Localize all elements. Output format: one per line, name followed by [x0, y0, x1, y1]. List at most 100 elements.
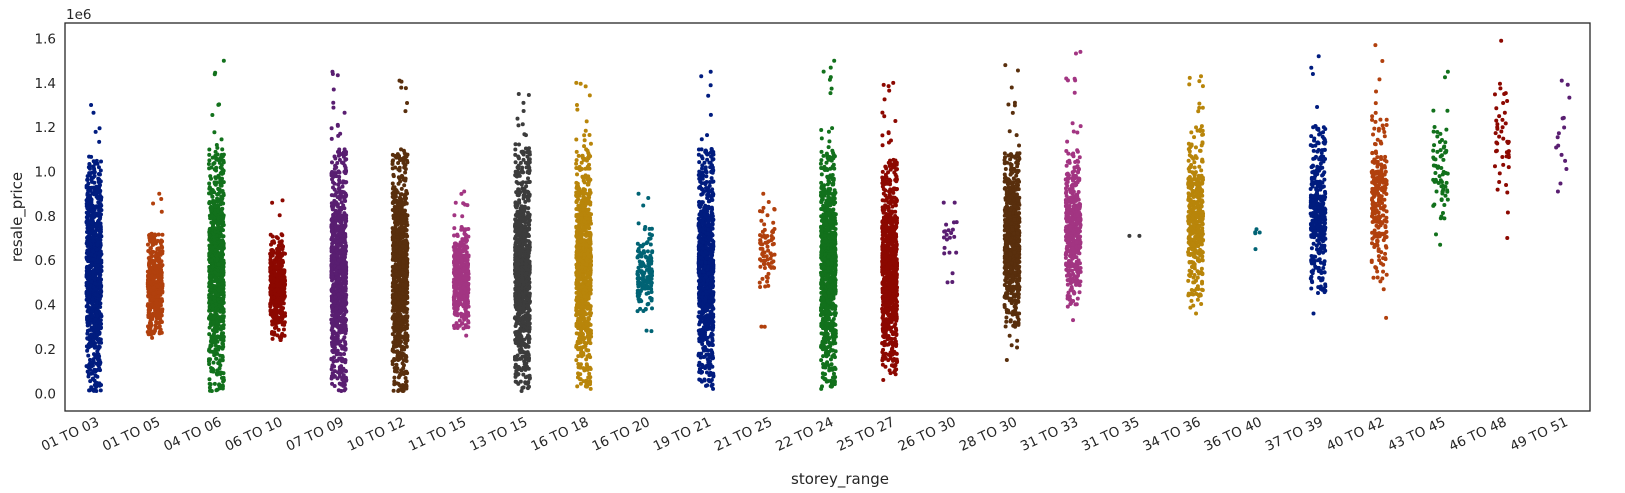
data-point	[146, 314, 151, 319]
data-point	[150, 317, 155, 322]
data-point	[399, 186, 404, 191]
data-point	[459, 258, 464, 263]
data-point	[88, 357, 93, 362]
data-point	[334, 306, 339, 311]
data-point	[332, 181, 337, 186]
data-point	[147, 294, 152, 299]
data-point	[342, 233, 347, 238]
data-point	[280, 278, 285, 283]
data-point	[330, 323, 335, 328]
data-point	[268, 290, 273, 295]
data-point	[452, 213, 457, 218]
data-point	[95, 313, 100, 318]
data-point	[219, 297, 224, 302]
data-point	[95, 242, 100, 247]
data-point	[393, 153, 398, 158]
data-point	[217, 366, 222, 371]
data-point	[457, 323, 462, 328]
data-point	[340, 184, 345, 189]
data-point	[344, 180, 349, 185]
data-point	[399, 85, 404, 90]
data-point	[221, 234, 226, 239]
data-point	[399, 347, 404, 352]
data-point	[462, 302, 467, 307]
data-point	[463, 323, 468, 328]
data-point	[85, 191, 90, 196]
data-point	[274, 325, 279, 330]
data-point	[93, 230, 98, 235]
data-point	[93, 287, 98, 292]
data-point	[221, 371, 226, 376]
series-06-to-10	[268, 198, 288, 343]
data-point	[220, 273, 225, 278]
data-point	[91, 359, 96, 364]
data-point	[343, 265, 348, 270]
data-point	[404, 379, 409, 384]
data-point	[330, 275, 335, 280]
data-point	[98, 243, 103, 248]
data-point	[396, 301, 401, 306]
data-point	[216, 186, 221, 191]
data-point	[329, 160, 334, 165]
data-point	[85, 215, 90, 220]
data-point	[97, 232, 102, 237]
data-point	[212, 295, 217, 300]
data-point	[334, 174, 339, 179]
data-point	[402, 327, 407, 332]
data-point	[338, 131, 343, 136]
data-point	[209, 213, 214, 218]
data-point	[343, 342, 348, 347]
data-point	[330, 381, 335, 386]
data-point	[211, 320, 216, 325]
data-point	[342, 351, 347, 356]
data-point	[329, 357, 334, 362]
data-point	[331, 105, 336, 110]
data-point	[88, 379, 93, 384]
data-point	[398, 158, 403, 163]
data-point	[216, 282, 221, 287]
data-point	[215, 325, 220, 330]
data-point	[331, 291, 336, 296]
data-point	[150, 258, 155, 263]
data-point	[208, 274, 213, 279]
data-point	[340, 253, 345, 258]
data-point	[281, 260, 286, 265]
data-point	[342, 110, 347, 115]
data-point	[207, 325, 212, 330]
data-point	[209, 366, 214, 371]
data-point	[147, 305, 152, 310]
data-point	[87, 270, 92, 275]
data-point	[208, 312, 213, 317]
data-point	[461, 326, 466, 331]
data-point	[457, 283, 462, 288]
data-point	[273, 303, 278, 308]
data-point	[517, 142, 521, 147]
data-point	[89, 154, 94, 159]
data-point	[451, 323, 456, 328]
data-point	[86, 247, 91, 252]
data-point	[219, 137, 224, 142]
data-point	[338, 269, 343, 274]
data-point	[90, 300, 95, 305]
data-point	[85, 348, 90, 353]
data-point	[207, 158, 212, 163]
data-point	[392, 283, 397, 288]
data-point	[154, 267, 159, 272]
data-point	[396, 336, 401, 341]
data-point	[275, 283, 280, 288]
data-point	[272, 288, 277, 293]
data-point	[97, 281, 102, 286]
data-point	[159, 209, 164, 214]
data-point	[337, 374, 342, 379]
data-point	[91, 110, 96, 115]
data-point	[207, 166, 212, 171]
data-point	[451, 280, 456, 285]
data-point	[522, 132, 527, 137]
data-point	[339, 238, 344, 243]
data-point	[393, 335, 398, 340]
data-point	[340, 272, 345, 277]
data-point	[208, 388, 213, 393]
data-point	[274, 266, 279, 271]
data-point	[153, 241, 158, 246]
